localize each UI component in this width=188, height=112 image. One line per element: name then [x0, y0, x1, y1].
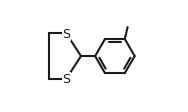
Text: S: S — [62, 28, 70, 41]
Text: S: S — [62, 72, 70, 85]
